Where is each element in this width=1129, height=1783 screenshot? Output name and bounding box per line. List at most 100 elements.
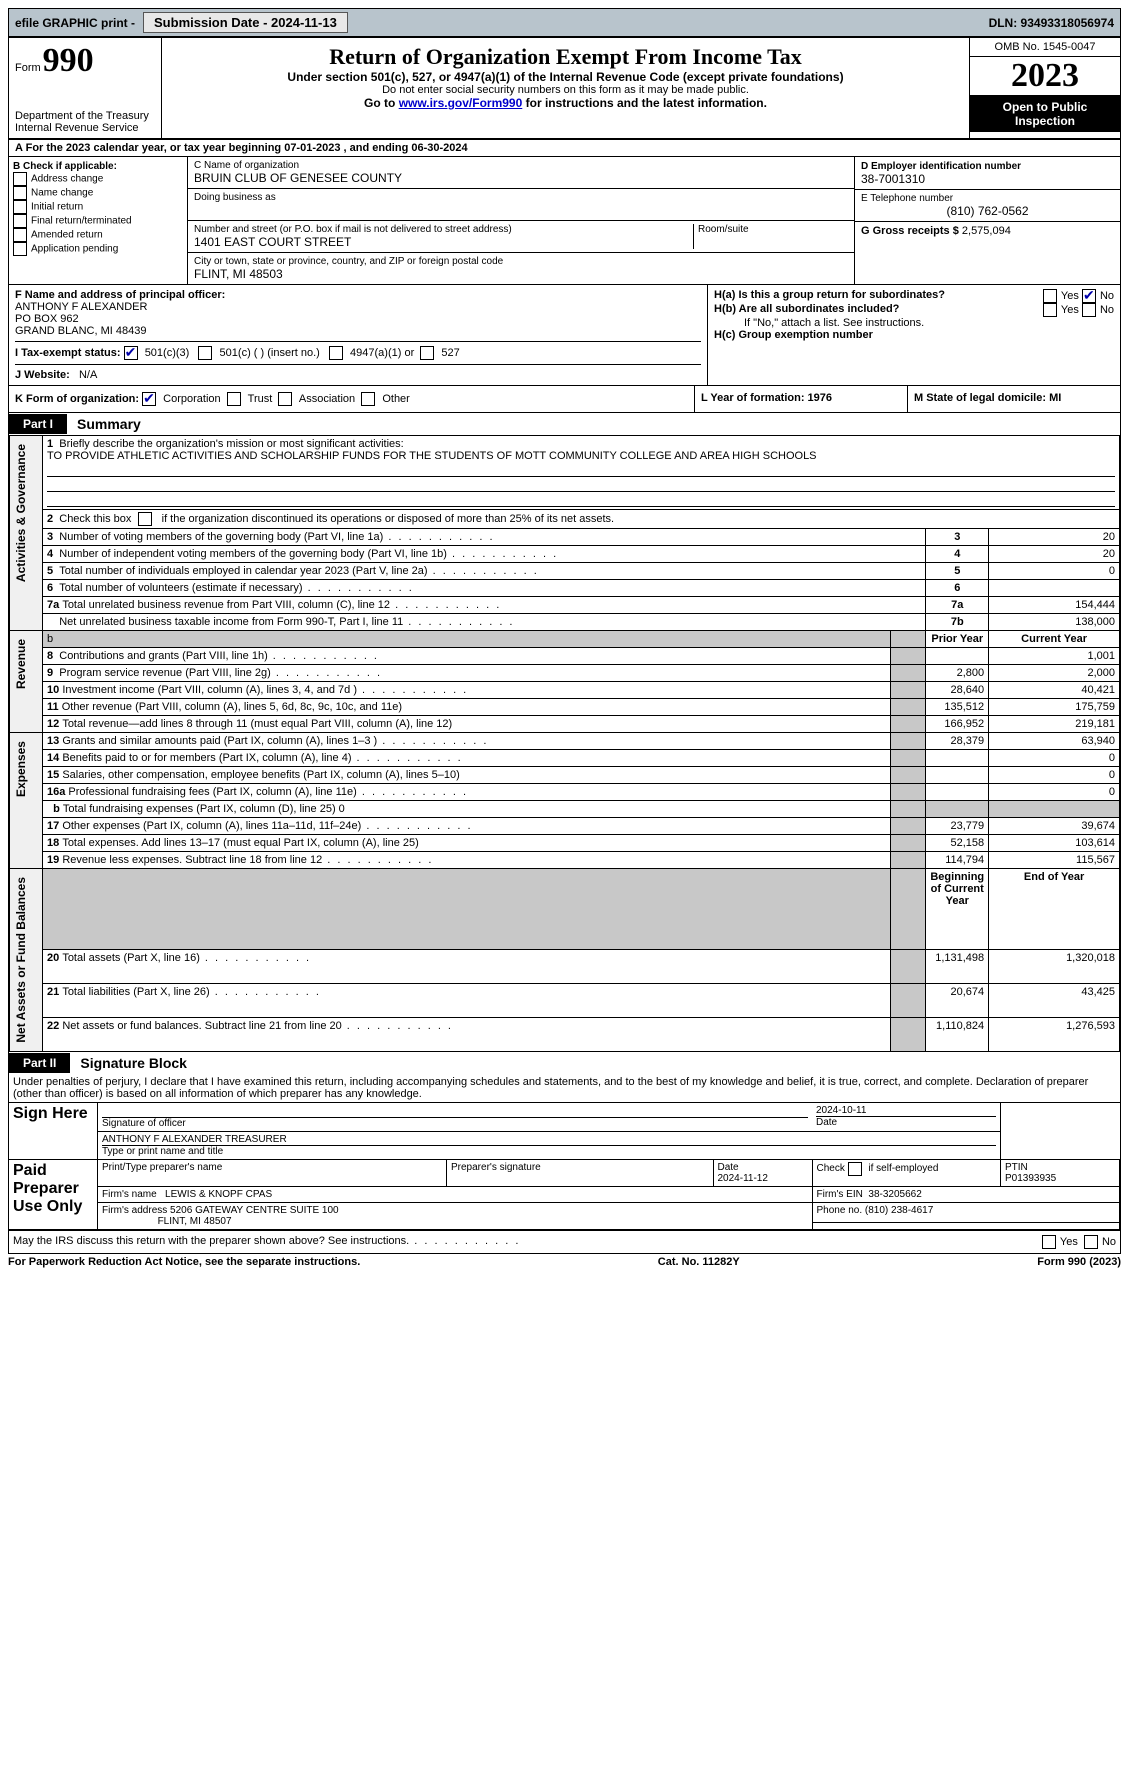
cb-discontinued[interactable] — [138, 512, 152, 526]
cb-app-pending[interactable] — [13, 242, 27, 256]
l19n: 19 — [47, 854, 59, 866]
tel-lbl: E Telephone number — [861, 193, 1114, 204]
prep-name-lbl: Print/Type preparer's name — [98, 1159, 447, 1186]
l8t: Contributions and grants (Part VIII, lin… — [59, 650, 379, 662]
curr-hdr: Current Year — [989, 631, 1120, 648]
firm-ein-lbl: Firm's EIN — [817, 1189, 863, 1200]
phone-lbl: Phone no. — [817, 1205, 863, 1216]
form-title: Return of Organization Exempt From Incom… — [168, 44, 963, 70]
l9p: 2,800 — [926, 665, 989, 682]
l7an: 7a — [47, 599, 59, 611]
website: N/A — [79, 369, 97, 381]
ein: 38-7001310 — [861, 172, 925, 186]
cb-4947[interactable] — [329, 346, 343, 360]
cb-amended-return[interactable] — [13, 228, 27, 242]
l8c: 1,001 — [989, 648, 1120, 665]
l6c: 6 — [926, 580, 989, 597]
ha-no[interactable] — [1082, 289, 1096, 303]
sign-here: Sign Here — [9, 1102, 98, 1159]
cb-initial-return[interactable] — [13, 200, 27, 214]
l13c: 63,940 — [989, 733, 1120, 750]
l13n: 13 — [47, 735, 59, 747]
l8n: 8 — [47, 650, 53, 662]
l12t: Total revenue—add lines 8 through 11 (mu… — [62, 718, 452, 730]
cb-trust[interactable] — [227, 392, 241, 406]
ein-lbl: D Employer identification number — [861, 161, 1021, 172]
col-d: D Employer identification number 38-7001… — [854, 157, 1120, 284]
sig-date1: 2024-10-11 — [816, 1105, 866, 1116]
submission-date-button[interactable]: Submission Date - 2024-11-13 — [143, 12, 348, 33]
firm-addr-lbl: Firm's address — [102, 1205, 167, 1216]
room-lbl: Room/suite — [698, 224, 848, 235]
fh-row: F Name and address of principal officer:… — [9, 285, 1120, 386]
col-b-head: B Check if applicable: — [13, 161, 117, 172]
cb-final-return[interactable] — [13, 214, 27, 228]
l6t: Total number of volunteers (estimate if … — [59, 582, 414, 594]
cb-assoc[interactable] — [278, 392, 292, 406]
l7bc: 7b — [926, 614, 989, 631]
phone: (810) 238-4617 — [865, 1205, 933, 1216]
l4t: Number of independent voting members of … — [59, 548, 558, 560]
firm-name-lbl: Firm's name — [102, 1189, 157, 1200]
l19t: Revenue less expenses. Subtract line 18 … — [62, 854, 433, 866]
form-number: 990 — [43, 42, 94, 80]
discuss-yes[interactable] — [1042, 1235, 1056, 1249]
cb-corp[interactable] — [142, 392, 156, 406]
org-city: FLINT, MI 48503 — [194, 267, 848, 281]
col-b: B Check if applicable: Address change Na… — [9, 157, 188, 284]
addr-lbl: Number and street (or P.O. box if mail i… — [194, 224, 693, 235]
l17n: 17 — [47, 820, 59, 832]
l18n: 18 — [47, 837, 59, 849]
l21n: 21 — [47, 986, 59, 998]
l3c: 3 — [926, 529, 989, 546]
cb-501c3[interactable] — [124, 346, 138, 360]
cb-other[interactable] — [361, 392, 375, 406]
cb-name-change[interactable] — [13, 186, 27, 200]
l4v: 20 — [989, 546, 1120, 563]
discuss-no[interactable] — [1084, 1235, 1098, 1249]
l15p — [926, 767, 989, 784]
ptin: P01393935 — [1005, 1173, 1056, 1184]
l16ap — [926, 784, 989, 801]
l14p — [926, 750, 989, 767]
ftr-left: For Paperwork Reduction Act Notice, see … — [8, 1256, 360, 1268]
ha-yes[interactable] — [1043, 289, 1057, 303]
irs-link[interactable]: www.irs.gov/Form990 — [399, 96, 523, 110]
l16bt: Total fundraising expenses (Part IX, col… — [63, 803, 345, 815]
l22t: Net assets or fund balances. Subtract li… — [62, 1020, 453, 1032]
klm-row: K Form of organization: Corporation Trus… — [9, 386, 1120, 413]
cb-address-change[interactable] — [13, 172, 27, 186]
l11p: 135,512 — [926, 699, 989, 716]
opt-4947: 4947(a)(1) or — [350, 347, 414, 359]
cb-501c[interactable] — [198, 346, 212, 360]
org-name: BRUIN CLUB OF GENESEE COUNTY — [194, 171, 848, 185]
efile-label: efile GRAPHIC print - — [15, 16, 135, 30]
discuss-lbl: May the IRS discuss this return with the… — [13, 1235, 520, 1247]
summary-table: Activities & Governance 1 Briefly descri… — [9, 435, 1120, 1052]
side-net: Net Assets or Fund Balances — [14, 871, 28, 1049]
l10c: 40,421 — [989, 682, 1120, 699]
ftr-right: Form 990 (2023) — [1037, 1256, 1121, 1268]
side-ag: Activities & Governance — [14, 438, 28, 588]
l5t: Total number of individuals employed in … — [59, 565, 539, 577]
firm-name: LEWIS & KNOPF CPAS — [165, 1189, 272, 1200]
l10p: 28,640 — [926, 682, 989, 699]
opt-501c: 501(c) ( ) (insert no.) — [220, 347, 320, 359]
row-a-text: For the 2023 calendar year, or tax year … — [26, 142, 468, 154]
l1-lbl: Briefly describe the organization's miss… — [59, 438, 403, 450]
l22n: 22 — [47, 1020, 59, 1032]
cb-self-emp[interactable] — [848, 1162, 862, 1176]
l2-txt: Check this box if the organization disco… — [59, 513, 614, 525]
hb-no[interactable] — [1082, 303, 1096, 317]
header-sub2: Do not enter social security numbers on … — [168, 84, 963, 96]
firm-addr: 5206 GATEWAY CENTRE SUITE 100 — [170, 1205, 339, 1216]
l7bt: Net unrelated business taxable income fr… — [59, 616, 514, 628]
opt-527: 527 — [441, 347, 459, 359]
cb-527[interactable] — [420, 346, 434, 360]
l18t: Total expenses. Add lines 13–17 (must eq… — [62, 837, 418, 849]
hb-yes[interactable] — [1043, 303, 1057, 317]
opt-app-pending: Application pending — [31, 244, 118, 255]
l-lbl: L Year of formation: 1976 — [701, 392, 832, 404]
open-inspection: Open to Public Inspection — [970, 95, 1120, 132]
l14t: Benefits paid to or for members (Part IX… — [62, 752, 462, 764]
